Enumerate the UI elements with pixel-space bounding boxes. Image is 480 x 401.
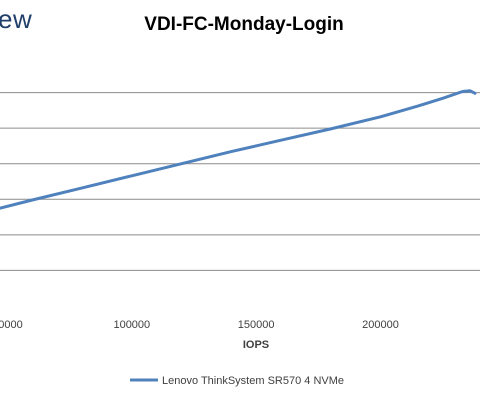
data-point-3 (81, 187, 83, 189)
x-tick-label-200000: 200000 (362, 319, 399, 331)
x-tick-label-50000: 50000 (0, 319, 23, 331)
data-point-12 (461, 90, 464, 93)
data-point-6 (230, 150, 233, 153)
data-point-13 (469, 89, 471, 92)
data-point-8 (329, 128, 332, 130)
brand-logo-text: ew (0, 4, 33, 34)
x-tick-label-150000: 150000 (238, 319, 275, 331)
data-point-14 (474, 92, 476, 95)
data-point-7 (280, 139, 282, 142)
legend-label: Lenovo ThinkSystem SR570 4 NVMe (162, 375, 344, 387)
chart-title: VDI-FC-Monday-Login (144, 14, 344, 35)
data-point-9 (379, 115, 382, 118)
series-line-1 (0, 89, 477, 210)
data-point-5 (180, 162, 183, 165)
x-tick-label-100000: 100000 (113, 319, 150, 331)
data-point-10 (417, 105, 419, 107)
data-point-1 (0, 207, 1, 209)
data-point-2 (31, 199, 34, 201)
data-point-4 (131, 175, 133, 177)
data-point-11 (441, 97, 444, 100)
x-axis-title: IOPS (243, 339, 269, 351)
